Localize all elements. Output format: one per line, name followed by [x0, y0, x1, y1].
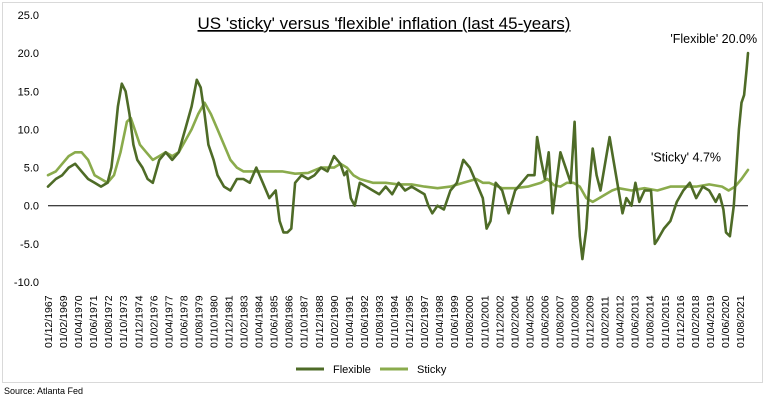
- x-tick-label: 01/06/1978: [178, 295, 190, 348]
- x-tick-label: 01/12/1974: [133, 295, 145, 348]
- x-tick-label: 01/10/2001: [479, 295, 491, 348]
- x-tick-label: 01/02/2018: [690, 295, 702, 348]
- x-tick-label: 01/10/1987: [299, 295, 311, 348]
- legend: Flexible Sticky: [296, 364, 447, 376]
- x-tick-label: 01/04/2012: [615, 295, 627, 348]
- y-tick-label: -5.0: [20, 239, 39, 251]
- x-tick-label: 01/06/1992: [359, 295, 371, 348]
- x-tick-label: 01/04/2019: [705, 295, 717, 348]
- x-axis: 01/12/1967 01/02/1969 01/04/1970 01/06/1971…: [43, 295, 747, 348]
- chart-area: US 'sticky' versus 'flexible' inflation …: [2, 2, 763, 383]
- x-tick-label: 01/04/1991: [344, 295, 356, 348]
- line-chart: US 'sticky' versus 'flexible' inflation …: [14, 10, 757, 376]
- x-tick-label: 01/06/2020: [720, 295, 732, 348]
- x-tick-label: 01/04/1984: [254, 295, 266, 348]
- x-tick-label: 01/02/2004: [509, 295, 521, 348]
- legend-label-sticky: Sticky: [417, 364, 447, 376]
- x-tick-label: 01/08/1986: [284, 295, 296, 348]
- x-tick-label: 01/12/1967: [43, 295, 55, 348]
- y-tick-label: 10.0: [18, 124, 39, 136]
- x-tick-label: 01/04/1977: [163, 295, 175, 348]
- x-tick-label: 01/04/2005: [524, 295, 536, 348]
- annotation-sticky: 'Sticky' 4.7%: [651, 150, 721, 164]
- series-line-flexible: [46, 51, 750, 261]
- legend-label-flexible: Flexible: [333, 364, 371, 376]
- x-tick-label: 01/12/2009: [585, 295, 597, 348]
- x-tick-label: 01/10/2015: [660, 295, 672, 348]
- x-tick-label: 01/08/1993: [374, 295, 386, 348]
- annotation-flexible: 'Flexible' 20.0%: [670, 32, 757, 46]
- x-tick-label: 01/08/2000: [464, 295, 476, 348]
- x-tick-label: 01/02/2011: [600, 296, 612, 348]
- x-tick-label: 01/10/1973: [118, 295, 130, 348]
- x-tick-label: 01/02/1983: [239, 295, 251, 348]
- x-tick-label: 01/08/2021: [735, 295, 747, 348]
- y-tick-label: 0.0: [24, 201, 39, 213]
- annotation-group: 'Flexible' 20.0% 'Sticky' 4.7%: [651, 32, 757, 164]
- x-tick-label: 01/10/1980: [208, 295, 220, 348]
- x-tick-label: 01/12/2016: [675, 295, 687, 348]
- chart-title: US 'sticky' versus 'flexible' inflation …: [198, 14, 571, 33]
- x-tick-label: 01/02/1997: [419, 295, 431, 348]
- x-tick-label: 01/06/1985: [269, 295, 281, 348]
- y-tick-label: 5.0: [24, 163, 39, 175]
- series-group: [46, 51, 750, 261]
- x-tick-label: 01/10/2008: [570, 295, 582, 348]
- x-tick-label: 01/02/1990: [329, 295, 341, 348]
- source-note: Source: Atlanta Fed: [4, 386, 84, 396]
- x-tick-label: 01/08/1979: [193, 295, 205, 348]
- x-tick-label: 01/12/1988: [314, 295, 326, 348]
- x-tick-label: 01/12/1981: [224, 295, 236, 348]
- y-tick-label: 20.0: [18, 48, 39, 60]
- x-tick-label: 01/10/1994: [389, 295, 401, 348]
- x-tick-label: 01/12/1995: [404, 295, 416, 348]
- x-tick-label: 01/06/2006: [539, 295, 551, 348]
- x-tick-label: 01/08/2007: [554, 295, 566, 348]
- x-tick-label: 01/06/1999: [449, 295, 461, 348]
- x-tick-label: 01/02/1969: [58, 295, 70, 348]
- x-tick-label: 01/08/1972: [103, 295, 115, 348]
- y-tick-label: 25.0: [18, 10, 39, 22]
- x-tick-label: 01/04/1970: [73, 295, 85, 348]
- x-tick-label: 01/08/2014: [645, 295, 657, 348]
- y-tick-label: 15.0: [18, 86, 39, 98]
- x-tick-label: 01/02/1976: [148, 295, 160, 348]
- x-tick-label: 01/12/2002: [494, 295, 506, 348]
- x-tick-label: 01/06/1971: [88, 295, 100, 348]
- y-axis: 25.0 20.0 15.0 10.0 5.0 0.0 -5.0 -10.0: [14, 10, 39, 289]
- series-line-sticky: [46, 101, 750, 204]
- y-tick-label: -10.0: [14, 277, 39, 289]
- x-tick-label: 01/04/1998: [434, 295, 446, 348]
- x-tick-label: 01/06/2013: [630, 295, 642, 348]
